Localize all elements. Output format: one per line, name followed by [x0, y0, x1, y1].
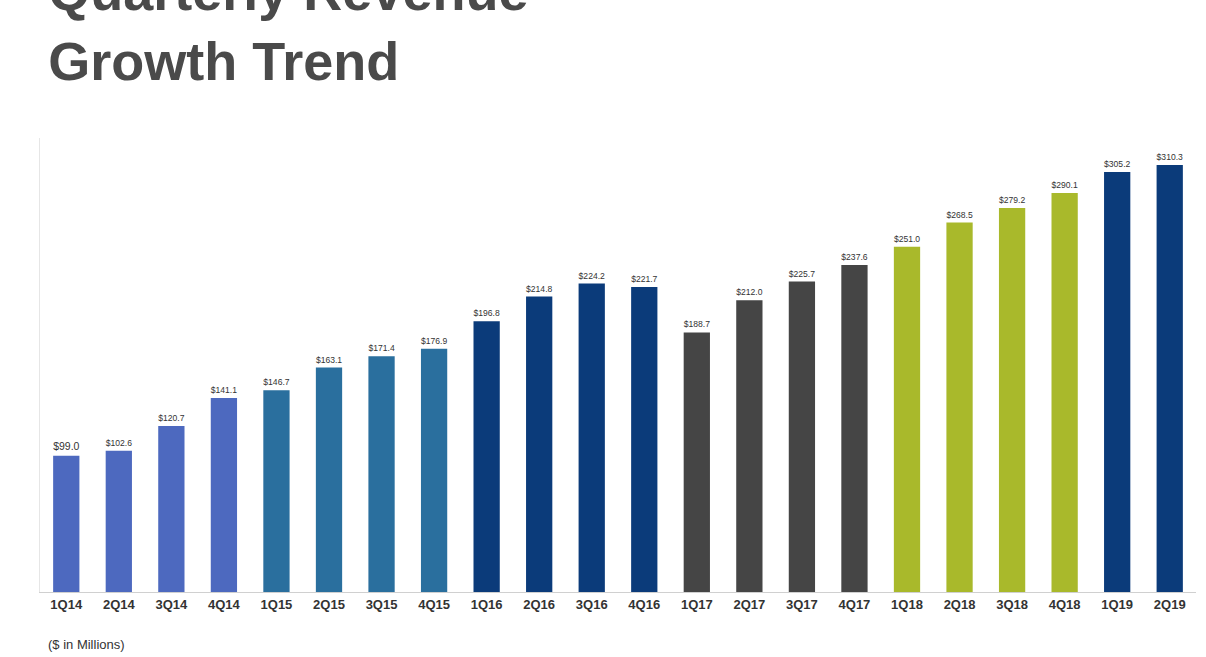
- svg-text:1Q16: 1Q16: [471, 597, 503, 612]
- svg-text:4Q17: 4Q17: [839, 597, 871, 612]
- svg-text:$251.0: $251.0: [894, 234, 920, 244]
- svg-text:4Q18: 4Q18: [1049, 597, 1081, 612]
- svg-text:2Q17: 2Q17: [733, 597, 765, 612]
- svg-text:$176.9: $176.9: [421, 336, 447, 346]
- svg-text:3Q14: 3Q14: [155, 597, 188, 612]
- svg-text:3Q15: 3Q15: [366, 597, 398, 612]
- svg-text:$196.8: $196.8: [474, 308, 500, 318]
- svg-text:$212.0: $212.0: [736, 287, 762, 297]
- svg-text:3Q17: 3Q17: [786, 597, 818, 612]
- svg-text:3Q16: 3Q16: [576, 597, 608, 612]
- svg-text:1Q17: 1Q17: [681, 597, 713, 612]
- svg-text:$221.7: $221.7: [631, 274, 657, 284]
- svg-text:$279.2: $279.2: [999, 195, 1025, 205]
- svg-text:2Q14: 2Q14: [103, 597, 136, 612]
- svg-text:$163.1: $163.1: [316, 355, 342, 365]
- svg-text:$146.7: $146.7: [263, 377, 289, 387]
- svg-text:$99.0: $99.0: [53, 441, 79, 452]
- svg-text:$268.5: $268.5: [946, 210, 972, 220]
- svg-text:Quarterly RevenueGrowth Trend: Quarterly RevenueGrowth Trend: [48, 0, 528, 91]
- svg-text:4Q14: 4Q14: [208, 597, 241, 612]
- svg-text:$214.8: $214.8: [526, 284, 552, 294]
- svg-text:4Q15: 4Q15: [418, 597, 450, 612]
- svg-text:2Q19: 2Q19: [1154, 597, 1186, 612]
- svg-text:$225.7: $225.7: [789, 269, 815, 279]
- svg-text:4Q16: 4Q16: [628, 597, 660, 612]
- svg-text:$305.2: $305.2: [1104, 159, 1130, 169]
- svg-text:$102.6: $102.6: [106, 438, 132, 448]
- svg-text:1Q19: 1Q19: [1101, 597, 1133, 612]
- svg-text:($ in Millions): ($ in Millions): [48, 637, 125, 652]
- svg-text:2Q15: 2Q15: [313, 597, 345, 612]
- svg-text:$237.6: $237.6: [841, 252, 867, 262]
- svg-text:$120.7: $120.7: [158, 413, 184, 423]
- svg-text:1Q14: 1Q14: [50, 597, 83, 612]
- svg-text:2Q16: 2Q16: [523, 597, 555, 612]
- svg-text:$290.1: $290.1: [1052, 180, 1078, 190]
- svg-text:1Q15: 1Q15: [261, 597, 293, 612]
- svg-text:1Q18: 1Q18: [891, 597, 923, 612]
- svg-text:$171.4: $171.4: [368, 343, 394, 353]
- svg-text:2Q18: 2Q18: [944, 597, 976, 612]
- svg-text:$310.3: $310.3: [1157, 152, 1183, 162]
- svg-text:$224.2: $224.2: [579, 271, 605, 281]
- svg-text:3Q18: 3Q18: [996, 597, 1028, 612]
- svg-text:$141.1: $141.1: [211, 385, 237, 395]
- svg-text:$188.7: $188.7: [684, 319, 710, 329]
